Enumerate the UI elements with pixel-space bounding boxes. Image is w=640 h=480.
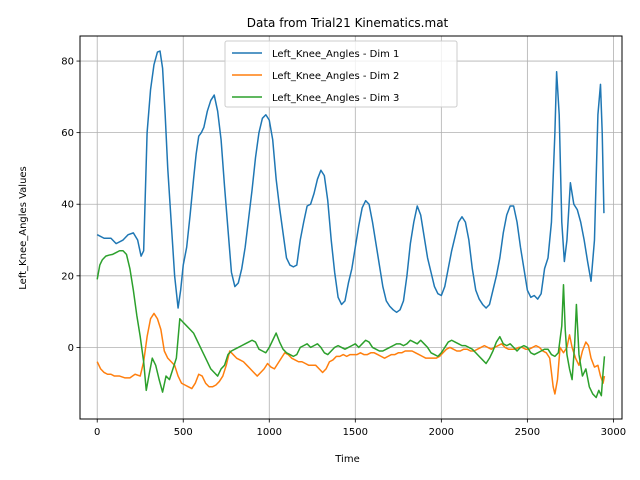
x-tick-label: 1000 [257, 427, 282, 438]
legend-box [224, 40, 458, 108]
legend-label-dim-2: Left_Knee_Angles - Dim 2 [272, 71, 399, 82]
series-line-dim-1 [96, 50, 605, 314]
x-tick-label: 2000 [429, 427, 454, 438]
y-tick-label: 60 [61, 128, 74, 139]
series-line-dim-3 [96, 250, 606, 399]
x-tick-label: 500 [174, 427, 193, 438]
legend: Left_Knee_Angles - Dim 1 Left_Knee_Angle… [224, 40, 458, 108]
x-tick-label: 0 [94, 427, 100, 438]
x-tick-label: 1500 [343, 427, 368, 438]
x-axis-label: Time [334, 454, 359, 465]
y-tick-label: 20 [61, 271, 74, 282]
y-tick-label: 40 [61, 200, 74, 211]
y-tick-label: 0 [68, 343, 74, 354]
series-line-dim-2 [96, 312, 606, 395]
x-tick-label: 2500 [515, 427, 540, 438]
y-tick-label: 80 [61, 57, 74, 68]
plot-area-frame [79, 35, 623, 420]
series-layer [96, 50, 606, 399]
legend-label-dim-3: Left_Knee_Angles - Dim 3 [272, 93, 399, 104]
y-axis-label: Left_Knee_Angles Values [18, 166, 29, 290]
x-tick-label: 3000 [601, 427, 626, 438]
y-axis: 0 20 40 60 80 [61, 57, 80, 354]
legend-label-dim-1: Left_Knee_Angles - Dim 1 [272, 49, 399, 60]
x-axis: 0 500 1000 1500 2000 2500 3000 [94, 419, 626, 438]
chart-title: Data from Trial21 Kinematics.mat [247, 16, 449, 30]
